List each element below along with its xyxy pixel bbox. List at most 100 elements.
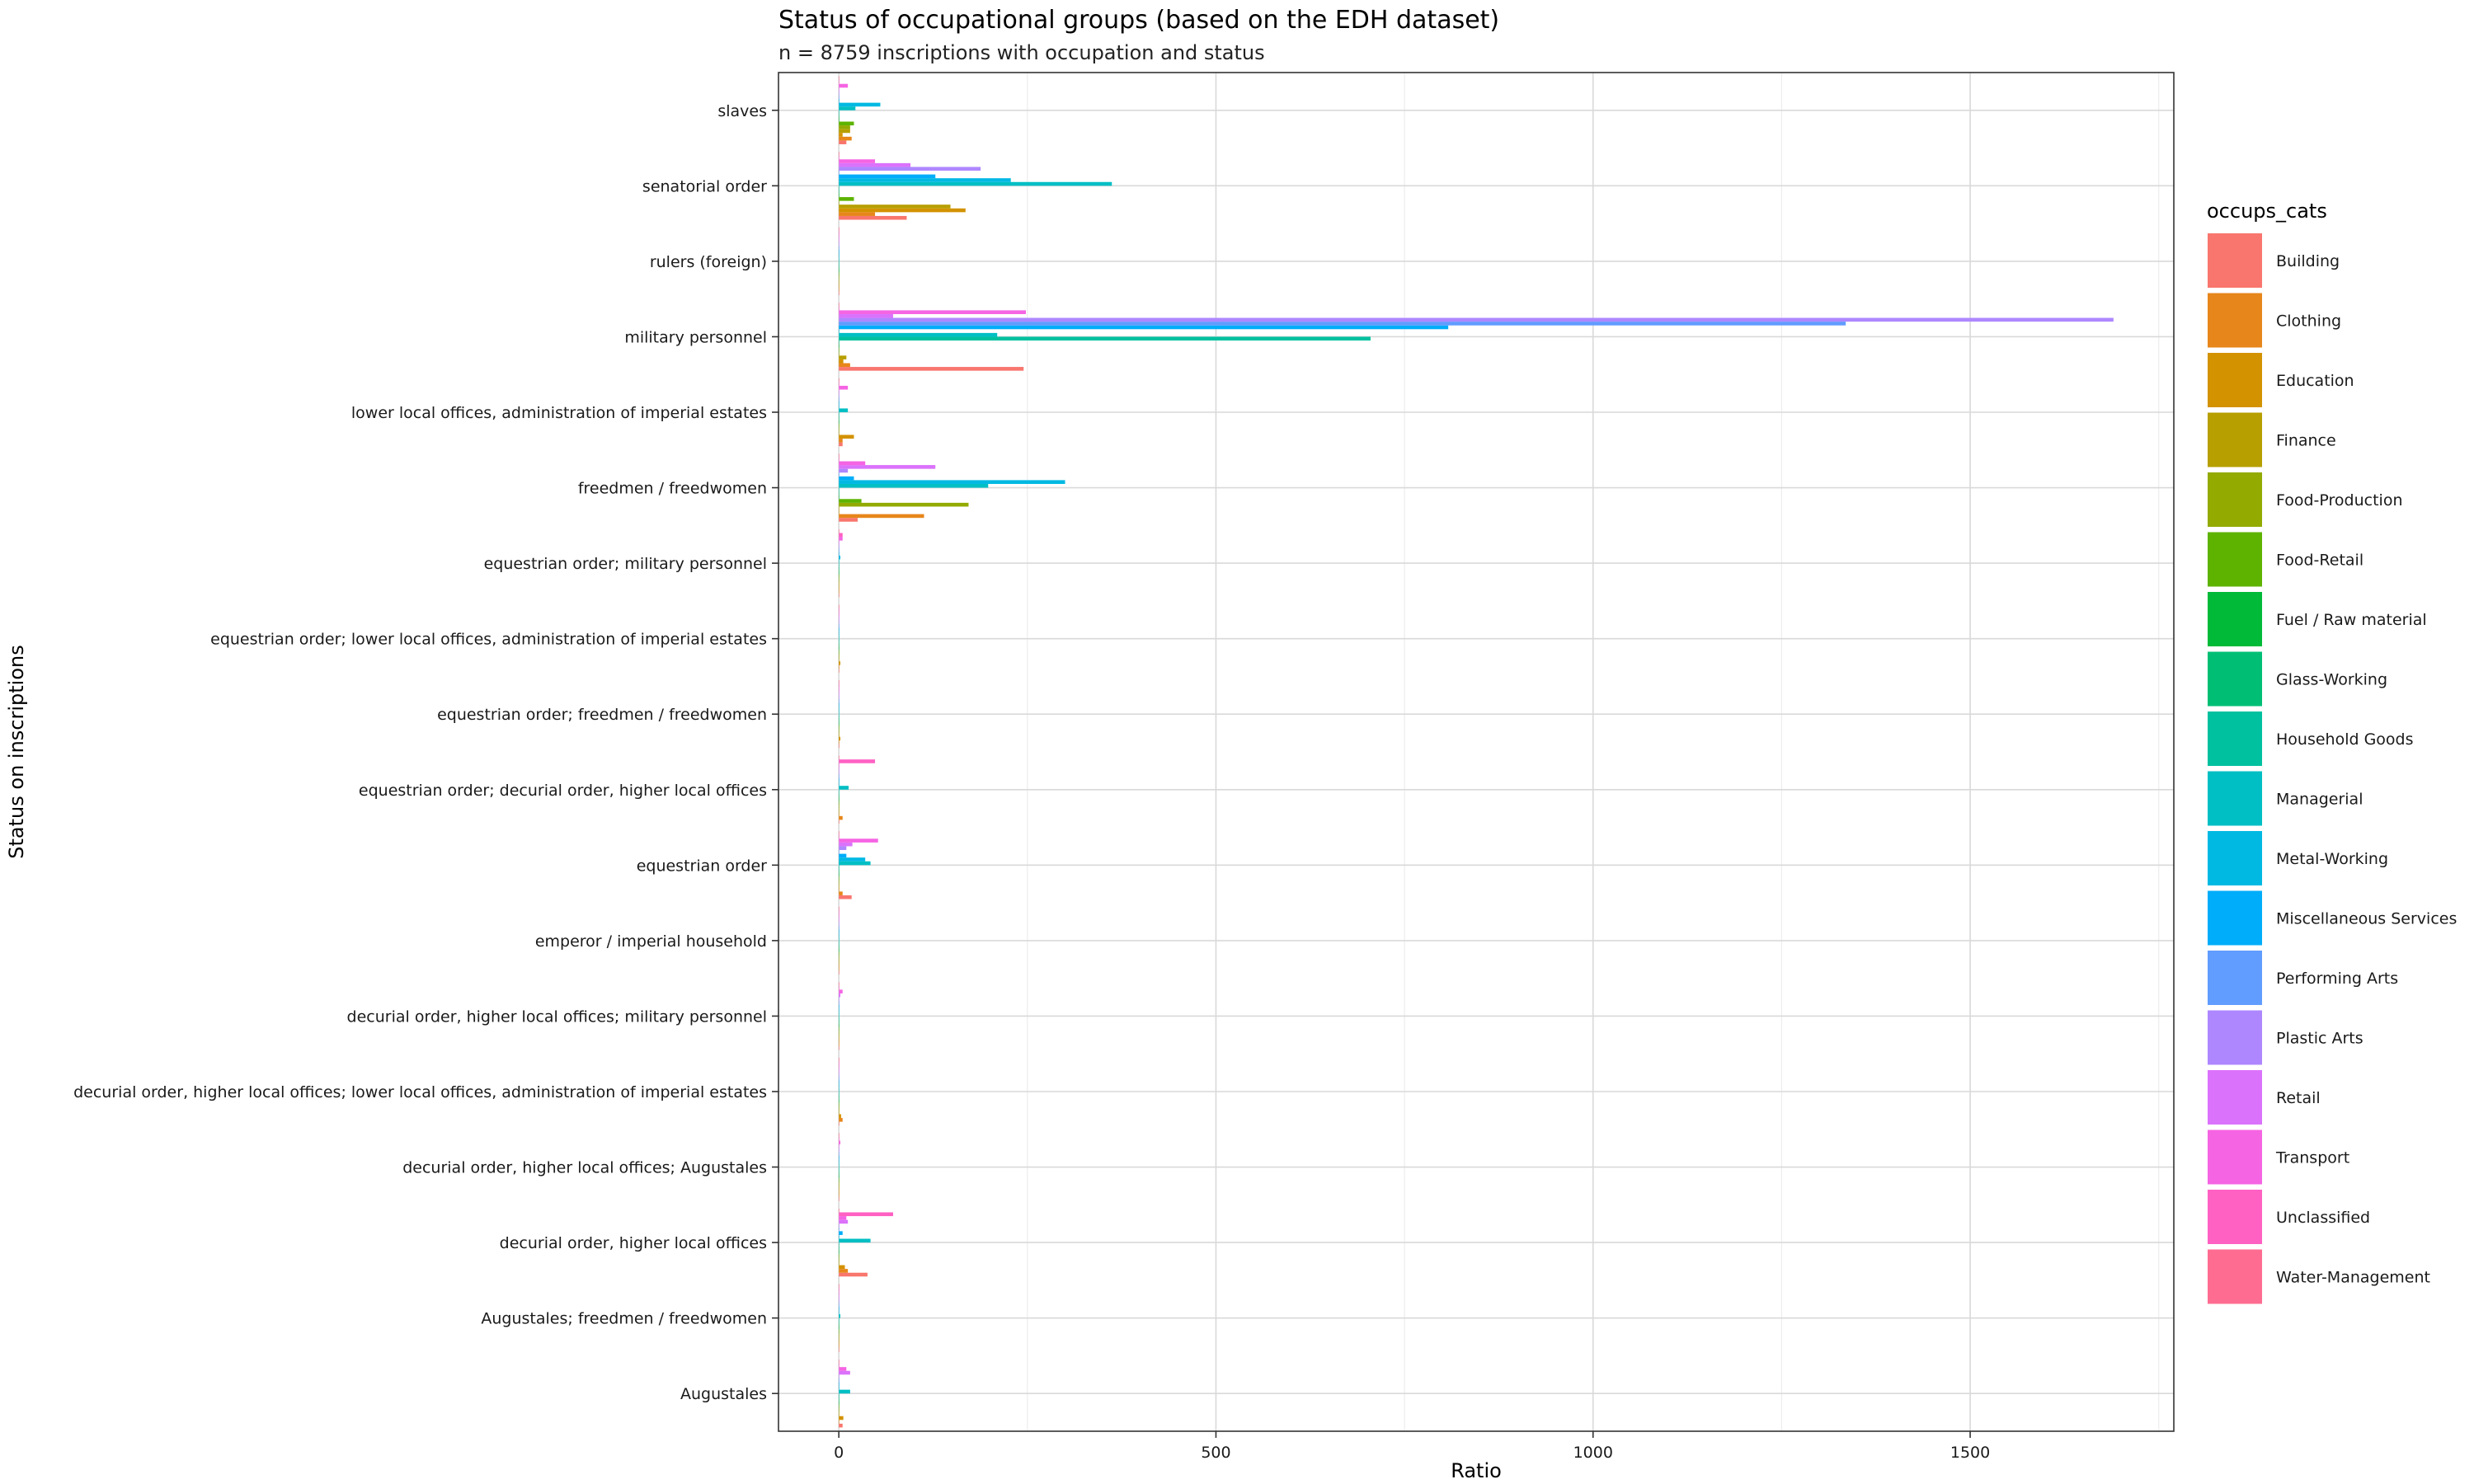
bar — [839, 944, 840, 949]
bar — [839, 110, 840, 115]
legend-key — [2206, 769, 2264, 828]
plot-area — [778, 73, 2174, 1431]
bar — [839, 770, 840, 775]
x-tick-label: 500 — [1201, 1444, 1230, 1462]
bar — [839, 865, 840, 869]
bar — [839, 657, 840, 662]
bar — [839, 102, 881, 107]
bar — [839, 204, 951, 209]
bar — [839, 325, 1449, 330]
bar — [839, 793, 840, 797]
bar — [839, 1420, 840, 1424]
bar — [839, 563, 840, 567]
legend-key — [2206, 949, 2264, 1007]
bar — [839, 1008, 840, 1012]
bar — [839, 186, 840, 190]
bar — [839, 547, 840, 552]
bar — [839, 805, 840, 809]
legend: occups_cats Building Clothing Education Fin… — [2206, 200, 2457, 1306]
legend-key — [2206, 710, 2264, 768]
bar — [839, 891, 843, 895]
legend-key — [2206, 291, 2264, 350]
bar — [839, 763, 840, 768]
bar — [839, 786, 849, 790]
bar — [839, 932, 840, 937]
bar — [839, 1152, 840, 1156]
bar — [839, 1133, 840, 1137]
bar — [839, 612, 840, 617]
bar — [839, 537, 843, 541]
bar — [839, 495, 840, 500]
bar — [839, 993, 840, 998]
bar — [839, 367, 1024, 371]
bar — [839, 291, 840, 296]
bar — [839, 1190, 840, 1194]
bar — [839, 1242, 840, 1247]
bar — [839, 313, 894, 318]
bar — [839, 344, 840, 349]
legend-key — [2206, 650, 2264, 708]
bar — [839, 178, 1011, 182]
bar — [839, 1219, 849, 1224]
bar — [839, 404, 840, 409]
bar — [839, 937, 840, 941]
bar — [839, 566, 840, 571]
bar — [839, 385, 849, 390]
bar — [839, 868, 840, 873]
bar — [839, 801, 840, 805]
bar — [839, 434, 854, 439]
bar — [839, 1401, 840, 1405]
bar — [839, 616, 840, 620]
bar — [839, 1367, 847, 1371]
y-tick-label: Augustales; freedmen / freedwomen — [481, 1310, 767, 1328]
bar — [839, 303, 840, 307]
bar — [839, 1212, 894, 1217]
legend-key — [2206, 1188, 2264, 1246]
bar — [839, 1057, 840, 1062]
bar — [839, 1317, 840, 1322]
bar — [839, 710, 840, 715]
bar — [839, 1253, 840, 1258]
bar — [839, 129, 850, 134]
bar — [839, 831, 840, 835]
bar — [839, 106, 856, 110]
bar — [839, 1291, 840, 1296]
bar — [839, 253, 840, 258]
bar — [839, 838, 878, 843]
bar — [839, 284, 840, 288]
bar — [839, 1250, 840, 1254]
bar — [839, 1083, 840, 1088]
bar — [839, 815, 843, 820]
bar — [839, 1288, 840, 1292]
bar — [839, 1027, 840, 1031]
bar — [839, 114, 840, 118]
x-tick-label: 1500 — [1950, 1444, 1990, 1462]
legend-label: Food-Retail — [2276, 552, 2363, 570]
bar — [839, 853, 847, 858]
bar — [839, 1144, 840, 1148]
bar — [839, 510, 840, 514]
bar — [839, 465, 936, 469]
bar — [839, 1257, 840, 1261]
bar — [839, 1099, 840, 1103]
bar — [839, 1171, 840, 1175]
x-tick-label: 0 — [834, 1444, 844, 1462]
bar — [839, 1031, 840, 1036]
legend-label: Food-Production — [2276, 491, 2403, 510]
bar — [839, 970, 840, 975]
bar — [839, 1174, 840, 1179]
bar — [839, 1272, 868, 1277]
bar — [839, 480, 1065, 484]
bar — [839, 461, 866, 466]
y-tick-label: decurial order, higher local offices; Au… — [402, 1159, 767, 1177]
bar — [839, 1269, 849, 1273]
legend-key — [2206, 1008, 2264, 1067]
bar — [839, 1073, 840, 1077]
bar — [839, 778, 840, 782]
bar — [839, 272, 840, 277]
bar — [839, 212, 876, 216]
bar — [839, 555, 840, 560]
bar — [839, 1080, 840, 1084]
bar — [839, 329, 840, 333]
bar — [839, 87, 840, 92]
